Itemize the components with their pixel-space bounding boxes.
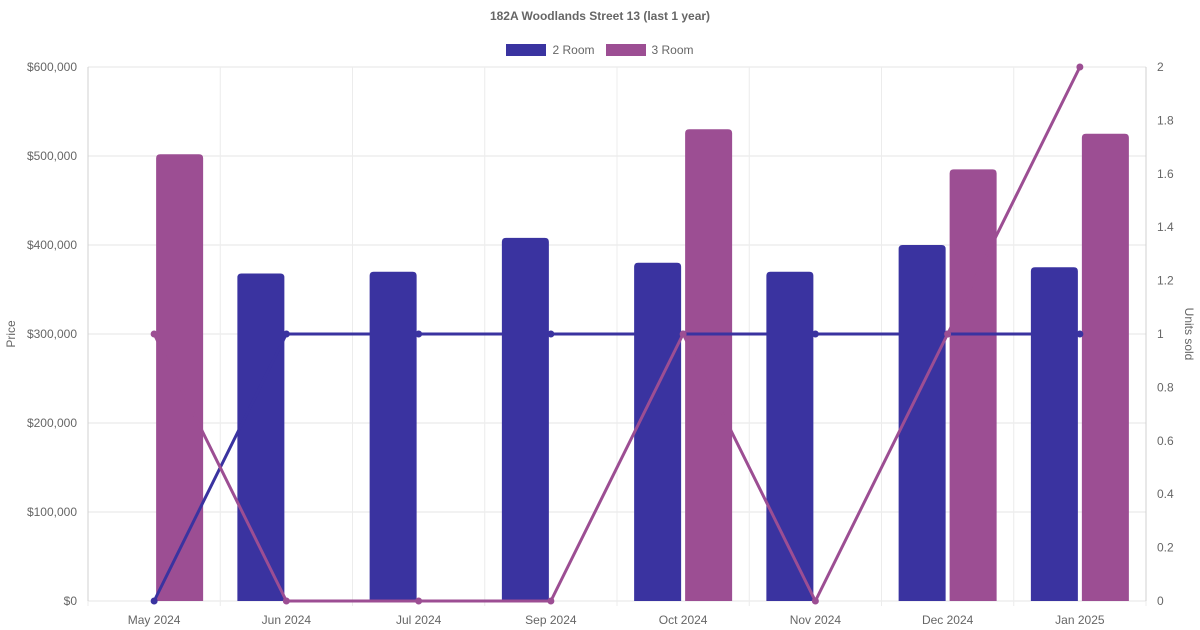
point-3-room-units-sold	[415, 597, 423, 605]
y-right-tick-label: 1.2	[1157, 274, 1174, 288]
x-tick-label: Nov 2024	[790, 613, 842, 627]
bar-2-room	[1030, 267, 1078, 601]
point-3-room-units-sold	[547, 597, 555, 605]
bar-2-room	[766, 271, 814, 601]
y-right-tick-label: 0.8	[1157, 380, 1174, 394]
legend-swatch-2-room	[506, 44, 547, 56]
y-left-tick-label: $500,000	[27, 149, 77, 163]
x-tick-label: Oct 2024	[659, 613, 708, 627]
x-tick-label: Jan 2025	[1055, 613, 1105, 627]
point-2-room-units-sold	[282, 330, 290, 338]
bar-3-room	[949, 169, 997, 601]
y-left-tick-label: $400,000	[27, 238, 77, 252]
point-2-room-units-sold	[150, 597, 158, 605]
x-tick-label: May 2024	[128, 613, 181, 627]
y-right-tick-label: 1.8	[1157, 113, 1174, 127]
bar-3-room	[685, 129, 733, 602]
y-right-tick-label: 0.2	[1157, 541, 1174, 555]
point-2-room-units-sold	[1076, 330, 1084, 338]
point-2-room-units-sold	[811, 330, 819, 338]
point-2-room-units-sold	[415, 330, 423, 338]
y-left-tick-label: $200,000	[27, 416, 77, 430]
y-left-tick-label: $600,000	[27, 60, 77, 74]
legend-label-3-room: 3 Room	[651, 43, 694, 57]
y-right-tick-label: 1.6	[1157, 167, 1174, 181]
bar-3-room	[156, 154, 204, 601]
line-3-room-units-sold	[152, 66, 1082, 603]
y-right-tick-label: 2	[1157, 60, 1164, 74]
point-3-room-units-sold	[811, 597, 819, 605]
bar-2-room	[501, 237, 549, 601]
x-tick-label: Jul 2024	[396, 613, 442, 627]
point-3-room-units-sold	[282, 597, 290, 605]
bar-3-room	[1081, 133, 1129, 601]
y-right-tick-label: 1.4	[1157, 220, 1174, 234]
y-right-tick-label: 1	[1157, 327, 1164, 341]
legend-swatch-3-room	[605, 44, 646, 56]
legend-item-3-room[interactable]: 3 Room	[605, 43, 694, 57]
y-right-tick-label: 0.4	[1157, 487, 1174, 501]
legend-label-2-room: 2 Room	[552, 43, 595, 57]
y-right-tick-label: 0	[1157, 594, 1164, 608]
bar-2-room	[634, 262, 682, 601]
x-tick-label: Jun 2024	[262, 613, 312, 627]
x-tick-label: Dec 2024	[922, 613, 974, 627]
bar-2-room	[898, 245, 946, 601]
line-2-room-units-sold	[152, 332, 1080, 602]
y-left-tick-label: $0	[64, 594, 78, 608]
legend-item-2-room[interactable]: 2 Room	[506, 43, 595, 57]
bar-2-room	[369, 271, 417, 601]
y-left-tick-label: $300,000	[27, 327, 77, 341]
y-left-tick-label: $100,000	[27, 505, 77, 519]
x-tick-label: Sep 2024	[525, 613, 577, 627]
point-3-room-units-sold	[944, 330, 952, 338]
y-right-axis-title: Units sold	[1182, 308, 1196, 361]
y-left-axis-title: Price	[4, 320, 18, 348]
point-2-room-units-sold	[547, 330, 555, 338]
legend: 2 Room 3 Room	[0, 43, 1200, 57]
chart-title: 182A Woodlands Street 13 (last 1 year)	[489, 9, 711, 23]
bar-2-room	[237, 273, 285, 601]
point-3-room-units-sold	[1076, 63, 1084, 71]
point-3-room-units-sold	[679, 330, 687, 338]
point-3-room-units-sold	[150, 330, 158, 338]
y-right-tick-label: 0.6	[1157, 434, 1174, 448]
